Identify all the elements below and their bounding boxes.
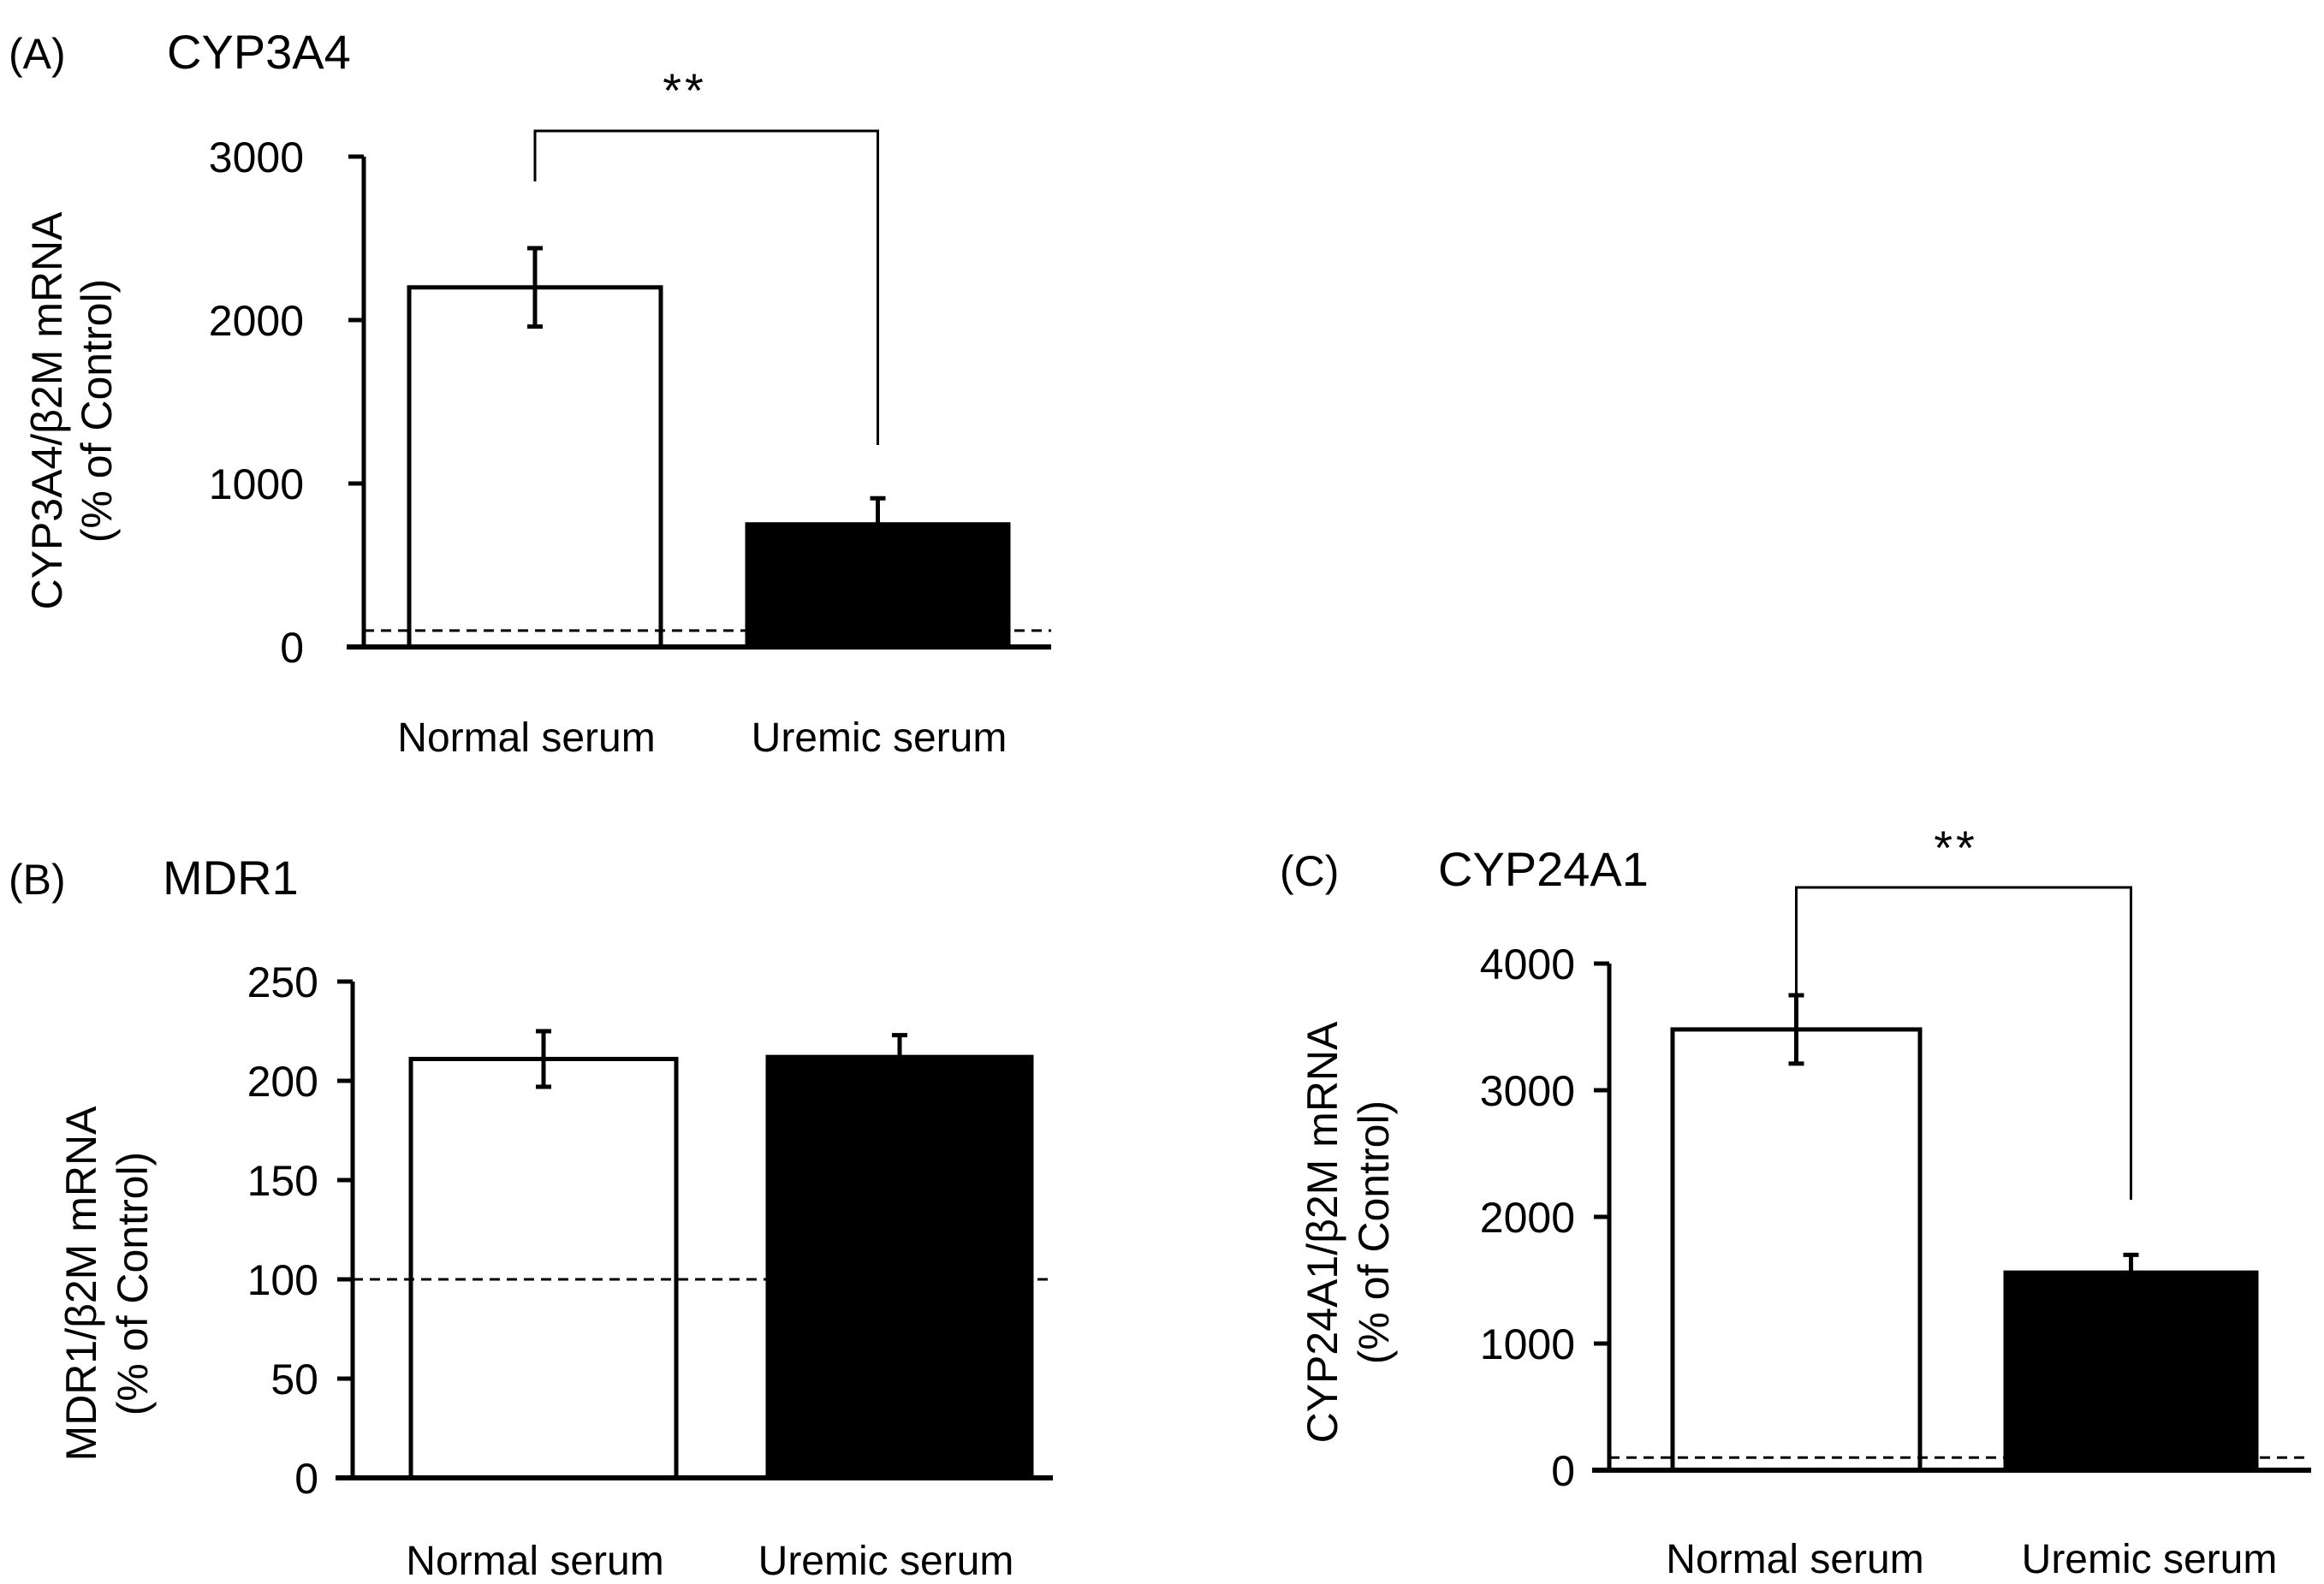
significance-marker: ** (663, 63, 707, 117)
y-axis-label: CYP3A4/β2M mRNA (23, 211, 71, 610)
y-tick-label: 2000 (209, 297, 304, 345)
y-axis-label-unit: (% of Control) (109, 1152, 157, 1415)
y-tick-label: 0 (294, 1455, 318, 1503)
x-category-label: Uremic serum (2022, 1537, 2278, 1582)
y-tick-label: 3000 (1480, 1067, 1575, 1115)
y-tick-label: 200 (247, 1058, 318, 1106)
error-bar (536, 1029, 551, 1089)
x-category-label: Uremic serum (752, 715, 1007, 761)
panel-title: MDR1 (163, 851, 299, 905)
y-tick-label: 4000 (1480, 940, 1575, 988)
y-tick-label: 50 (270, 1356, 318, 1403)
panel-title: CYP24A1 (1438, 842, 1649, 896)
bar-uremic-serum (765, 1054, 1034, 1480)
panel-cyp3a4: (A) CYP3A4 CYP3A4/β2M mRNA (% of Control… (9, 25, 1051, 761)
significance-bracket (533, 129, 879, 445)
y-tick-label: 0 (280, 624, 304, 672)
x-category-label: Uremic serum (758, 1539, 1014, 1584)
error-bar (892, 1033, 907, 1082)
panel-label: (B) (9, 856, 66, 904)
bar-normal-serum (408, 1056, 679, 1480)
panel-title: CYP3A4 (167, 25, 351, 79)
y-tick-label: 150 (247, 1157, 318, 1205)
x-category-label: Normal serum (1666, 1537, 1923, 1582)
bar-uremic-serum (2003, 1270, 2259, 1473)
y-tick-label: 3000 (209, 133, 304, 181)
error-bar (527, 246, 543, 329)
significance-marker: ** (1934, 821, 1978, 875)
panel-cyp24a1: (C) CYP24A1 CYP24A1/β2M mRNA (% of Contr… (1280, 821, 2311, 1582)
y-tick-label: 250 (247, 958, 318, 1006)
y-axis-label-unit: (% of Control) (1350, 1100, 1398, 1364)
bar-normal-serum (1670, 1027, 1923, 1473)
significance-bracket (1795, 886, 2132, 1200)
y-tick-label: 100 (247, 1256, 318, 1304)
y-axis-label: CYP24A1/β2M mRNA (1299, 1021, 1346, 1443)
y-axis-label: MDR1/β2M mRNA (57, 1106, 105, 1462)
y-tick-label: 0 (1551, 1447, 1575, 1495)
y-tick-label: 2000 (1480, 1194, 1575, 1242)
error-bar (870, 495, 886, 553)
panel-label: (C) (1280, 847, 1339, 895)
y-tick-label: 1000 (1480, 1320, 1575, 1368)
y-axis-label-unit: (% of Control) (73, 279, 121, 543)
panel-label: (A) (9, 30, 66, 78)
x-category-label: Normal serum (406, 1539, 663, 1584)
x-category-label: Normal serum (397, 715, 655, 761)
bar-normal-serum (407, 285, 663, 650)
panel-mdr1: (B) MDR1 MDR1/β2M mRNA (% of Control) 0 … (9, 851, 1053, 1584)
error-bar (2123, 1252, 2139, 1293)
y-tick-label: 1000 (209, 460, 304, 508)
